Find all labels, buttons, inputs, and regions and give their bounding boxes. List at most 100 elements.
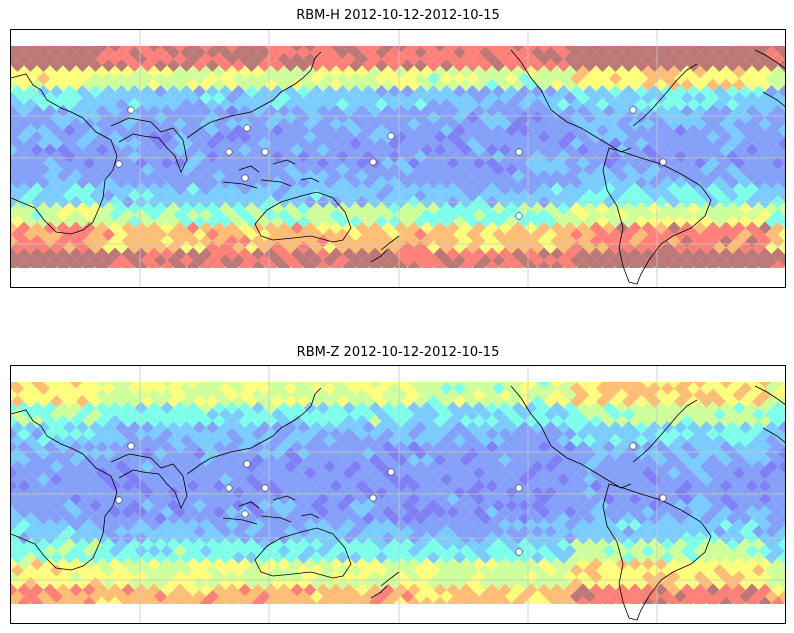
coastline — [272, 495, 296, 501]
coastline — [11, 73, 118, 235]
coastline — [510, 49, 592, 135]
map-margin-top — [11, 30, 785, 46]
heat-cell — [778, 163, 785, 176]
coastline — [254, 191, 352, 243]
station-marker — [115, 160, 123, 168]
heat-cell — [778, 98, 785, 111]
heat-cell — [784, 511, 785, 513]
heat-cell — [778, 486, 785, 499]
heat-cell — [778, 512, 785, 525]
heat-cell — [784, 136, 785, 138]
heat-cell — [784, 589, 785, 591]
heat-cell — [778, 150, 785, 163]
heat-cell — [11, 557, 18, 571]
coastline — [254, 527, 352, 579]
heat-cell — [778, 590, 785, 603]
heat-cell — [778, 460, 785, 473]
heat-cell — [778, 215, 785, 228]
heat-cell — [784, 433, 785, 435]
heat-cell — [784, 459, 785, 461]
map-margin-bottom — [11, 268, 785, 287]
coastline — [222, 517, 258, 525]
heat-cell — [784, 420, 785, 422]
heat-cell — [778, 499, 785, 512]
heat-cell — [784, 84, 785, 86]
coastline — [186, 387, 322, 475]
coastline — [632, 63, 698, 127]
heat-cell — [11, 414, 18, 428]
heat-cell — [784, 602, 785, 604]
station-marker — [115, 496, 123, 504]
heat-cell — [784, 97, 785, 99]
coastline — [762, 91, 785, 107]
coastline — [590, 133, 632, 153]
heat-cell — [11, 544, 18, 558]
station-marker — [369, 494, 377, 502]
heat-cell — [778, 447, 785, 460]
heat-cell — [784, 394, 785, 396]
heat-cell — [778, 189, 785, 202]
heat-cell — [11, 52, 18, 66]
heat-cell — [784, 123, 785, 125]
heat-cell — [778, 434, 785, 447]
heat-cell — [784, 71, 785, 73]
map-bottom — [10, 365, 786, 624]
coastline — [632, 399, 698, 463]
station-marker — [225, 484, 233, 492]
coastline — [380, 571, 400, 587]
heat-cell — [784, 227, 785, 229]
heat-cell — [778, 564, 785, 577]
heat-cell — [11, 169, 18, 183]
coastline — [300, 513, 320, 519]
heat-cell — [778, 124, 785, 137]
heat-cell — [11, 518, 18, 532]
map-margin-top — [11, 366, 785, 382]
coastline — [602, 483, 712, 621]
heat-cell — [778, 137, 785, 150]
heat-cell — [11, 143, 18, 157]
heat-cell — [784, 149, 785, 151]
coastline — [370, 585, 388, 599]
station-marker — [127, 106, 135, 114]
heat-cell — [778, 421, 785, 434]
map-title-bottom: RBM-Z 2012-10-12-2012-10-15 — [296, 345, 500, 360]
heat-cell — [784, 266, 785, 268]
heat-cell — [784, 498, 785, 500]
station-marker — [515, 148, 523, 156]
heat-cell — [11, 492, 18, 506]
heat-cell — [778, 111, 785, 124]
heat-cell — [784, 253, 785, 255]
heat-cell — [784, 240, 785, 242]
coastline — [590, 469, 632, 489]
heat-cell — [11, 221, 18, 235]
coastline — [272, 159, 296, 165]
heat-cell — [778, 408, 785, 421]
heat-cell — [784, 407, 785, 409]
heat-cell — [11, 65, 18, 79]
heat-cell — [784, 162, 785, 164]
heat-cell — [11, 401, 18, 415]
station-marker — [243, 124, 251, 132]
coastline — [300, 177, 320, 183]
coastline — [380, 235, 400, 251]
station-marker — [659, 494, 667, 502]
station-marker — [127, 442, 135, 450]
heat-cell — [778, 176, 785, 189]
station-marker — [629, 106, 637, 114]
heat-cell — [11, 440, 18, 454]
heat-cell — [778, 46, 785, 59]
station-marker — [515, 548, 523, 556]
heat-cell — [784, 576, 785, 578]
coastline — [238, 165, 260, 173]
station-marker — [261, 148, 269, 156]
heat-cell — [778, 202, 785, 215]
station-marker — [387, 468, 395, 476]
map-top — [10, 29, 786, 288]
coastline — [754, 385, 785, 405]
heat-cell — [11, 505, 18, 519]
heat-cell — [11, 130, 18, 144]
coastline — [370, 249, 388, 263]
station-marker — [261, 484, 269, 492]
heat-cell — [784, 550, 785, 552]
coastline — [510, 385, 592, 471]
